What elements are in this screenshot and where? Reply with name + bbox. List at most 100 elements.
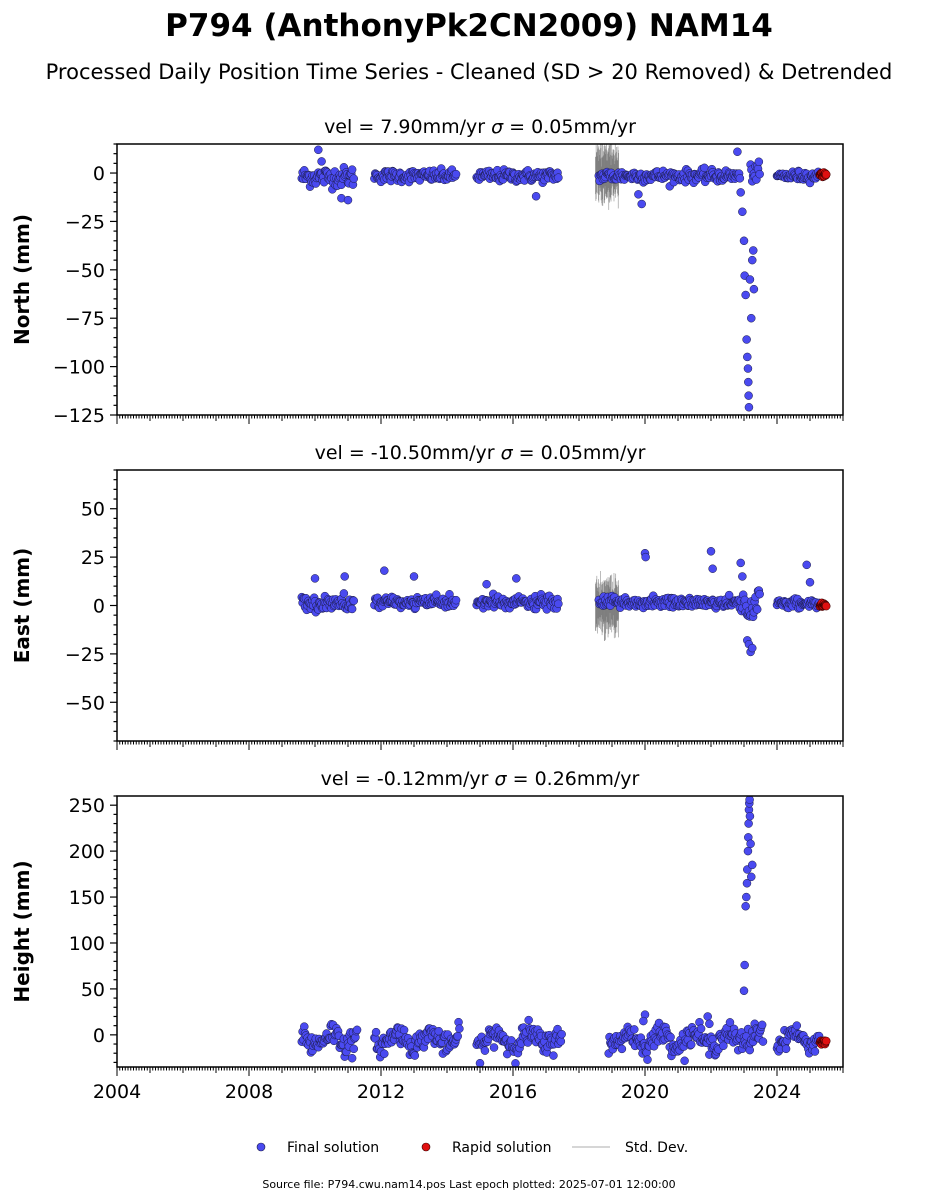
final-solution-point [380, 1050, 388, 1058]
final-solution-point [745, 392, 753, 400]
final-solution-point [700, 164, 708, 172]
east-panel: vel = -10.50mm/yr σ = 0.05mm/yr East (mm)… [10, 442, 843, 750]
final-solution-point [476, 1059, 484, 1067]
source-footer: Source file: P794.cwu.nam14.pos Last epo… [262, 1178, 675, 1191]
final-solution-point [748, 861, 756, 869]
final-solution-point [737, 559, 745, 567]
final-solution-point [704, 1012, 712, 1020]
final-solution-point [454, 1032, 462, 1040]
final-solution-point [709, 565, 717, 573]
legend-rapid-label: Rapid solution [452, 1140, 552, 1156]
legend-final-label: Final solution [287, 1140, 379, 1156]
panel-title-sigma: = 0.05mm/yr [503, 116, 636, 138]
final-solution-point [340, 589, 348, 597]
final-solution-point [507, 1036, 515, 1044]
final-solution-point [806, 578, 814, 586]
y-tick-label: 200 [69, 841, 105, 863]
final-solution-point [348, 605, 356, 613]
y-axis-label: East (mm) [10, 548, 34, 664]
final-solution-point [811, 1048, 819, 1056]
legend-final-marker [257, 1143, 265, 1151]
data-layer [298, 547, 830, 656]
final-solution-point [747, 873, 755, 881]
final-solution-point [638, 200, 646, 208]
final-solution-point [747, 840, 755, 848]
final-solution-point [736, 174, 744, 182]
panel-title-sigma: = 0.26mm/yr [507, 768, 640, 790]
y-tick-label: 150 [69, 887, 105, 909]
final-solution-point [748, 256, 756, 264]
panel-title-sigma: = 0.05mm/yr [513, 442, 646, 464]
final-solution-point [744, 365, 752, 373]
final-solution-point [639, 1017, 647, 1025]
figure-title: P794 (AnthonyPk2CN2009) NAM14 [165, 8, 773, 44]
final-solution-point [634, 190, 642, 198]
final-solution-point [753, 605, 761, 613]
x-tick-label: 2024 [753, 1081, 801, 1103]
final-solution-point [667, 1033, 675, 1041]
final-solution-point [743, 353, 751, 361]
final-solution-point [707, 547, 715, 555]
final-solution-point [803, 561, 811, 569]
y-tick-label: 250 [69, 795, 105, 817]
y-tick-label: 25 [81, 547, 105, 569]
final-solution-point [549, 1052, 557, 1060]
final-solution-point [742, 902, 750, 910]
final-solution-point [738, 572, 746, 580]
final-solution-point [400, 1026, 408, 1034]
final-solution-point [687, 1041, 695, 1049]
legend-rapid-marker [422, 1143, 430, 1151]
final-solution-point [745, 820, 753, 828]
sigma-symbol: σ [495, 768, 508, 790]
legend: Final solution Rapid solution Std. Dev. [257, 1140, 688, 1156]
x-tick-label: 2004 [93, 1081, 141, 1103]
final-solution-point [740, 237, 748, 245]
y-tick-label: 0 [93, 163, 105, 185]
north-panel: vel = 7.90mm/yr σ = 0.05mm/yr North (mm) 0… [10, 116, 843, 427]
data-layer [298, 136, 830, 411]
y-tick-label: −125 [53, 405, 105, 427]
final-solution-point [311, 574, 319, 582]
data-layer [298, 796, 830, 1068]
final-solution-point [372, 1028, 380, 1036]
final-solution-point [742, 893, 750, 901]
final-solution-point [793, 1022, 801, 1030]
final-solution-point [380, 567, 388, 575]
y-axis-label: Height (mm) [10, 860, 34, 1002]
final-solution-point [350, 597, 358, 605]
final-solution-point [481, 1047, 489, 1055]
panel-title-velocity: vel = -0.12mm/yr [321, 768, 495, 790]
final-solution-point [452, 596, 460, 604]
final-solution-point [758, 1021, 766, 1029]
y-tick-label: −25 [65, 211, 105, 233]
final-solution-point [618, 1045, 626, 1053]
final-solution-point [744, 378, 752, 386]
final-solution-point [344, 196, 352, 204]
height-panel: vel = -0.12mm/yr σ = 0.26mm/yr Height (mm… [10, 768, 843, 1103]
final-solution-point [750, 285, 758, 293]
sigma-symbol: σ [501, 442, 514, 464]
rapid-solution-point [822, 170, 830, 178]
final-solution-point [525, 1016, 533, 1024]
y-tick-label: −100 [53, 357, 105, 379]
final-solution-point [410, 572, 418, 580]
final-solution-point [411, 1052, 419, 1060]
final-solution-point [350, 1045, 358, 1053]
final-solution-point [746, 276, 754, 284]
final-solution-point [744, 847, 752, 855]
y-tick-label: 50 [81, 499, 105, 521]
y-tick-label: −75 [65, 308, 105, 330]
final-solution-point [554, 174, 562, 182]
final-solution-point [745, 403, 753, 411]
rapid-solution-point [822, 602, 830, 610]
panel-title: vel = -10.50mm/yr σ = 0.05mm/yr [315, 442, 646, 464]
final-solution-point [532, 192, 540, 200]
x-tick-label: 2012 [357, 1081, 405, 1103]
final-solution-point [741, 961, 749, 969]
final-solution-point [697, 1025, 705, 1033]
final-solution-point [733, 148, 741, 156]
y-tick-label: 50 [81, 979, 105, 1001]
y-tick-label: −25 [65, 644, 105, 666]
final-solution-point [742, 291, 750, 299]
x-tick-label: 2008 [225, 1081, 273, 1103]
